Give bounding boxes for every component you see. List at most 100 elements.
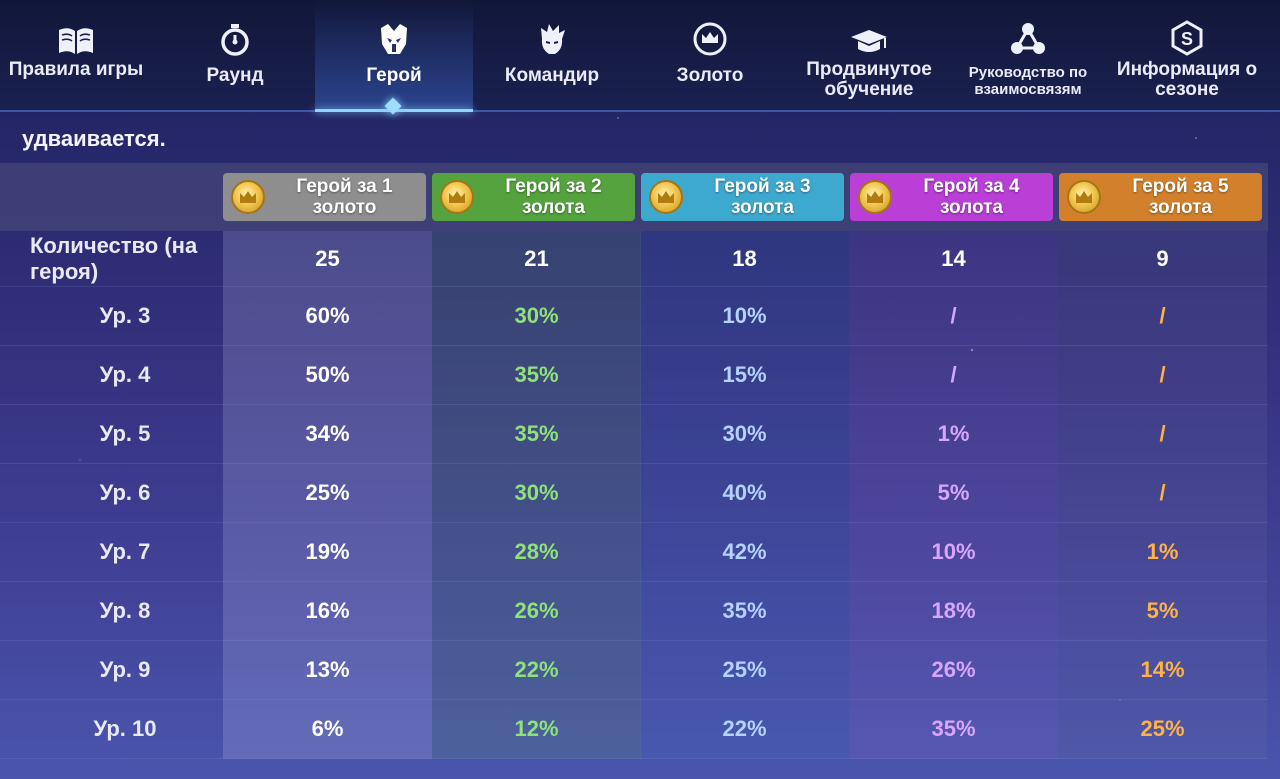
column-background (432, 231, 641, 759)
probability-cell: 42% (722, 539, 767, 564)
probability-cell: 40% (722, 480, 767, 505)
tab-label: Раунд (206, 65, 264, 86)
commander-icon (535, 0, 569, 56)
hero-probability-table: Герой за 1 золото Герой за 2 золота Герой … (0, 163, 1268, 759)
quantity-row: Количество (на героя) 25 21 18 14 9 (0, 231, 1268, 287)
quantity-cell: 21 (524, 245, 549, 271)
column-background (849, 231, 1058, 759)
table-row: Ур. 9 13% 22% 25% 26% 14% (0, 641, 1268, 700)
gold-coin-icon (440, 180, 474, 214)
probability-cell: 30% (514, 480, 559, 505)
stopwatch-icon (220, 0, 250, 56)
level-label: Ур. 8 (99, 598, 151, 623)
level-label: Ур. 5 (99, 421, 151, 446)
level-label: Ур. 10 (93, 716, 157, 741)
tab-season-info[interactable]: S Информация о сезоне (1112, 0, 1262, 110)
level-label: Ур. 9 (99, 657, 151, 682)
level-label: Ур. 7 (99, 539, 151, 564)
probability-cell: 22% (514, 657, 559, 682)
tab-label: Командир (504, 65, 600, 86)
tab-label: Правила игры (8, 59, 144, 80)
tab-synergy-guide[interactable]: Руководство по взаимосвязям (952, 0, 1104, 110)
tab-hero[interactable]: Герой (315, 0, 473, 112)
probability-cell: 22% (722, 716, 767, 741)
probability-cell: 1% (937, 421, 970, 446)
table-row: Ур. 5 34% 35% 30% 1% / (0, 405, 1268, 464)
network-icon (1010, 0, 1046, 56)
probability-cell: 18% (931, 598, 976, 623)
table-row: Ур. 6 25% 30% 40% 5% / (0, 464, 1268, 523)
column-background (1058, 231, 1267, 759)
probability-cell: / (950, 303, 957, 328)
probability-cell: 50% (305, 362, 350, 387)
column-header-4-gold: Герой за 4 золота (850, 173, 1053, 221)
svg-text:S: S (1181, 29, 1193, 49)
probability-cell: 25% (722, 657, 767, 682)
level-label: Ур. 6 (99, 480, 151, 505)
column-header-label: Герой за 4 золота (923, 176, 1020, 218)
table-row: Ур. 4 50% 35% 15% / / (0, 346, 1268, 405)
column-header-2-gold: Герой за 2 золота (432, 173, 635, 221)
tab-advanced-training[interactable]: Продвинутое обучение (794, 0, 944, 110)
probability-cell: 10% (931, 539, 976, 564)
probability-cell: 35% (722, 598, 767, 623)
tab-game-rules[interactable]: Правила игры (0, 0, 152, 110)
column-header-5-gold: Герой за 5 золота (1059, 173, 1262, 221)
column-header-label: Герой за 3 золота (714, 176, 811, 218)
tab-label: Герой (366, 65, 422, 86)
tab-label: Золото (676, 65, 744, 86)
tab-label: Информация о сезоне (1116, 59, 1258, 100)
table-row: Ур. 8 16% 26% 35% 18% 5% (0, 582, 1268, 641)
quantity-cell: 18 (732, 245, 757, 271)
column-header-3-gold: Герой за 3 золота (641, 173, 844, 221)
probability-cell: 10% (722, 303, 767, 328)
column-header-1-gold: Герой за 1 золото (223, 173, 426, 221)
gold-coin-icon (649, 180, 683, 214)
probability-cell: 26% (931, 657, 976, 682)
probability-cell: 35% (514, 362, 559, 387)
probability-cell: 13% (305, 657, 350, 682)
tab-round[interactable]: Раунд (160, 0, 310, 110)
table-header-row: Герой за 1 золото Герой за 2 золота Герой … (0, 163, 1268, 231)
probability-cell: / (1159, 362, 1166, 387)
tab-gold[interactable]: Золото (634, 0, 786, 110)
probability-cell: 30% (514, 303, 559, 328)
probability-cell: / (950, 362, 957, 387)
probability-cell: 6% (311, 716, 344, 741)
probability-cell: 26% (514, 598, 559, 623)
probability-cell: 15% (722, 362, 767, 387)
probability-cell: 25% (305, 480, 350, 505)
season-s-icon: S (1170, 0, 1204, 56)
level-label: Ур. 4 (99, 362, 151, 387)
quantity-cell: 9 (1156, 245, 1169, 271)
probability-cell: 14% (1140, 657, 1185, 682)
probability-cell: 30% (722, 421, 767, 446)
book-icon (56, 0, 96, 56)
probability-cell: / (1159, 303, 1166, 328)
probability-cell: 5% (1146, 598, 1179, 623)
gold-coin-icon (231, 180, 265, 214)
quantity-cell: 14 (941, 245, 966, 271)
tab-label: Руководство по взаимосвязям (968, 64, 1088, 98)
column-background (223, 231, 432, 759)
column-header-label: Герой за 1 золото (296, 176, 393, 218)
quantity-label: Количество (на героя) (30, 232, 198, 284)
tab-bar: Правила игры Раунд Герой Командир Золото… (0, 0, 1280, 115)
probability-cell: 35% (514, 421, 559, 446)
probability-cell: 5% (937, 480, 970, 505)
probability-cell: 28% (514, 539, 559, 564)
probability-cell: 19% (305, 539, 350, 564)
probability-cell: / (1159, 480, 1166, 505)
tab-commander[interactable]: Командир (478, 0, 626, 110)
column-background (640, 231, 849, 759)
probability-cell: / (1159, 421, 1166, 446)
column-header-label: Герой за 5 золота (1132, 176, 1229, 218)
probability-cell: 60% (305, 303, 350, 328)
probability-cell: 1% (1146, 539, 1179, 564)
gold-coin-icon (858, 180, 892, 214)
column-header-label: Герой за 2 золота (505, 176, 602, 218)
probability-cell: 35% (931, 716, 976, 741)
gold-crown-coin-icon (693, 0, 727, 56)
tab-label: Продвинутое обучение (806, 59, 932, 100)
probability-cell: 25% (1140, 716, 1185, 741)
